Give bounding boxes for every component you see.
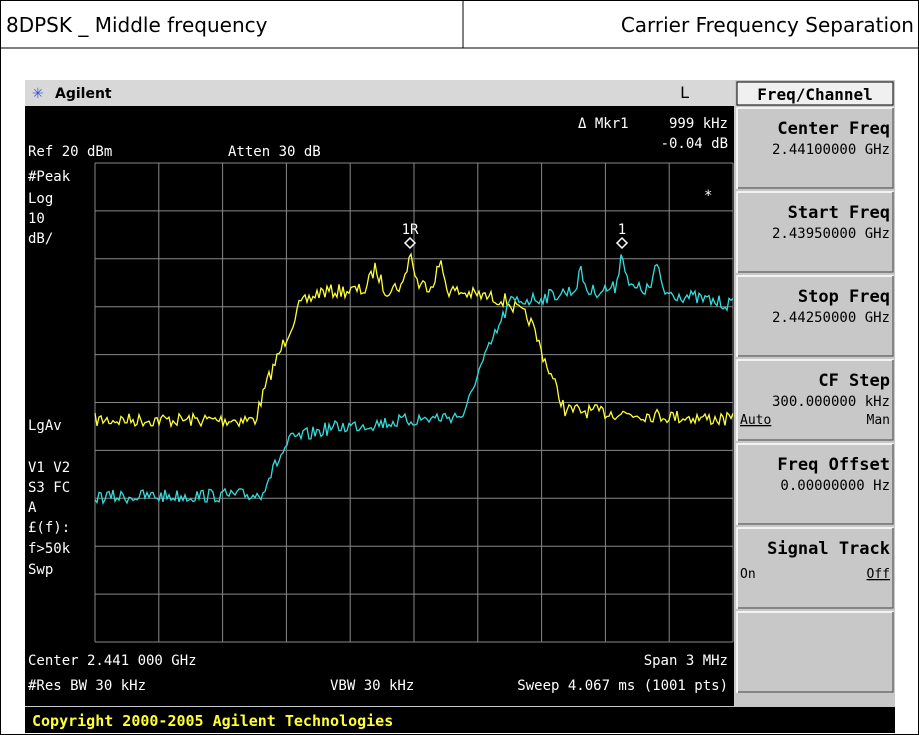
softkey-value: 2.44100000 GHz bbox=[772, 142, 890, 158]
annotation: S3 FC bbox=[28, 480, 70, 496]
title-bar bbox=[25, 80, 735, 106]
menu-title-box bbox=[736, 81, 894, 106]
star: * bbox=[704, 188, 712, 204]
header-right: Carrier Frequency Separation bbox=[621, 13, 914, 37]
annotation: V1 V2 bbox=[28, 460, 70, 476]
annotation: 10 bbox=[28, 211, 45, 227]
softkey-option: Auto bbox=[740, 413, 771, 428]
softkey bbox=[736, 611, 894, 693]
softkey-option: On bbox=[740, 567, 756, 582]
annotation: f>50k bbox=[28, 541, 71, 557]
softkey-option: Man bbox=[867, 413, 890, 428]
softkey-option: Off bbox=[867, 567, 890, 582]
marker: Δ Mkr1 bbox=[578, 116, 629, 132]
softkey-title: Stop Freq bbox=[798, 287, 890, 307]
span: Span 3 MHz bbox=[644, 653, 728, 669]
trace bbox=[94, 252, 734, 429]
rbw: #Res BW 30 kHz bbox=[28, 678, 146, 694]
annotation: A bbox=[28, 500, 37, 516]
annotation: dB/ bbox=[28, 231, 53, 247]
traces bbox=[94, 252, 734, 506]
brand: Agilent bbox=[55, 86, 112, 102]
softkey-title: Signal Track bbox=[767, 539, 890, 559]
softkey-value: 2.43950000 GHz bbox=[772, 226, 890, 242]
marker-label: 1 bbox=[618, 222, 626, 238]
softkey-value: 0.00000000 Hz bbox=[780, 478, 890, 494]
bevel bbox=[738, 360, 894, 441]
softkey-title: Center Freq bbox=[777, 119, 890, 139]
graticule bbox=[94, 162, 734, 643]
indicator: L bbox=[680, 83, 690, 102]
bevel bbox=[738, 612, 894, 693]
bevel bbox=[738, 276, 894, 357]
annotation: Log bbox=[28, 191, 53, 207]
copyright-bar bbox=[25, 707, 895, 733]
softkey[interactable] bbox=[736, 191, 894, 273]
logo: ✳ bbox=[32, 86, 44, 102]
softkey[interactable] bbox=[736, 275, 894, 357]
screen bbox=[25, 106, 734, 706]
marker-diamond bbox=[403, 236, 629, 250]
softkey[interactable] bbox=[736, 107, 894, 189]
ref-level: Ref 20 dBm bbox=[28, 144, 112, 160]
annotation: #Peak bbox=[28, 169, 71, 185]
marker-level: -0.04 dB bbox=[661, 136, 728, 152]
atten: Atten 30 dB bbox=[228, 144, 321, 160]
bevel bbox=[738, 528, 894, 609]
bevel bbox=[738, 108, 894, 189]
bevel bbox=[738, 192, 894, 273]
marker-freq: 999 kHz bbox=[669, 116, 728, 132]
softkey-value: 2.44250000 GHz bbox=[772, 310, 890, 326]
annotation: LgAv bbox=[28, 418, 62, 434]
softkey-title: Freq Offset bbox=[777, 455, 890, 475]
menu-title: Freq/Channel bbox=[757, 85, 873, 104]
vbw: VBW 30 kHz bbox=[330, 678, 414, 694]
copyright: Copyright 2000-2005 Agilent Technologies bbox=[32, 712, 393, 730]
marker-label: 1R bbox=[402, 222, 419, 238]
softkey[interactable] bbox=[736, 527, 894, 609]
center: Center 2.441 000 GHz bbox=[28, 653, 197, 669]
bevel bbox=[738, 444, 894, 525]
annotation: Swp bbox=[28, 562, 53, 578]
softkey[interactable] bbox=[736, 443, 894, 525]
softkey[interactable] bbox=[736, 359, 894, 441]
header-left: 8DPSK _ Middle frequency bbox=[6, 13, 268, 37]
sweep: Sweep 4.067 ms (1001 pts) bbox=[517, 678, 728, 694]
softkey-value: 300.000000 kHz bbox=[772, 394, 890, 410]
trace bbox=[94, 254, 734, 506]
softkey-title: CF Step bbox=[818, 371, 890, 391]
annotation: £(f): bbox=[28, 520, 70, 536]
softkey-title: Start Freq bbox=[788, 203, 890, 223]
